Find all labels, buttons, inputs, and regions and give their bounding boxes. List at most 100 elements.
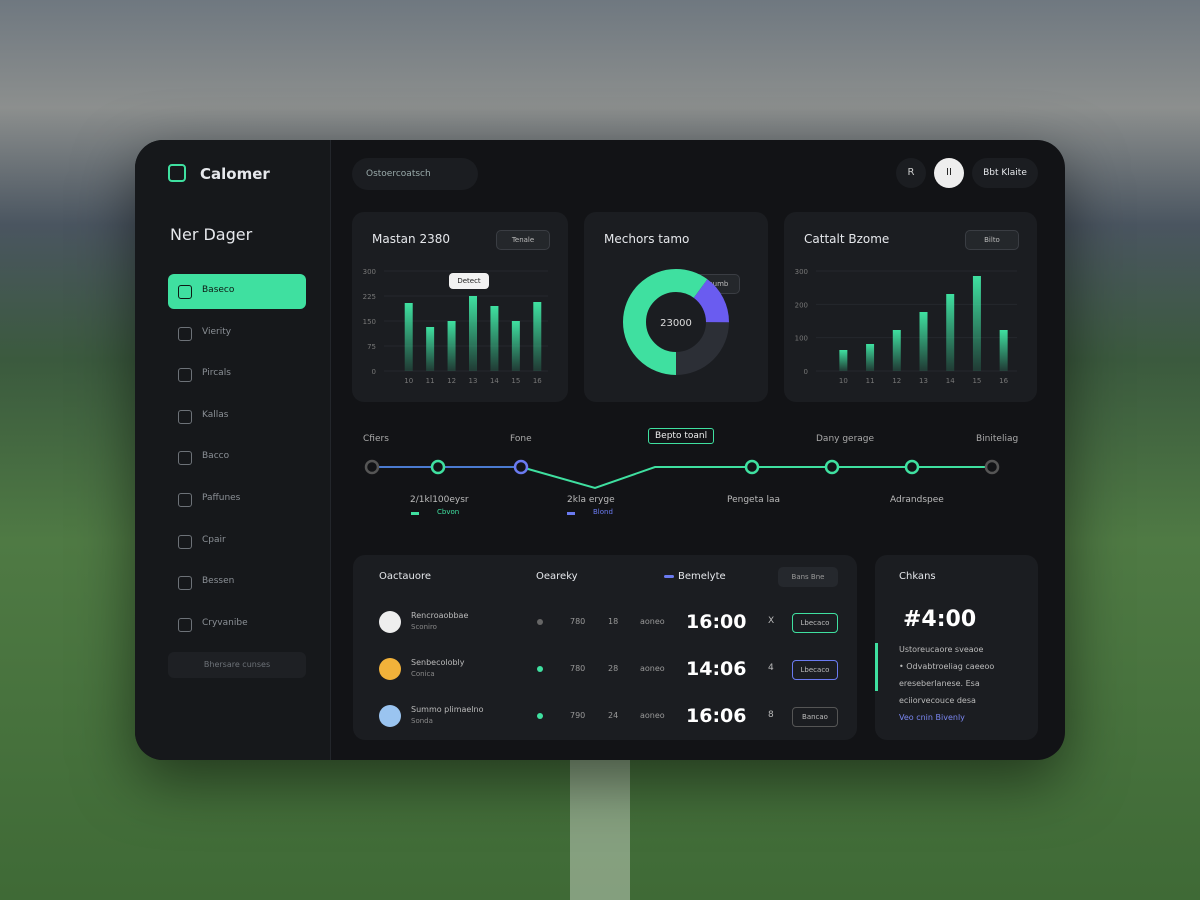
filter-button[interactable]: Bans Bne xyxy=(778,567,838,587)
side-line: Veo cnin Bivenly xyxy=(899,713,965,722)
nav-label: Bacco xyxy=(202,451,230,462)
row-cell: 780 xyxy=(570,617,586,626)
nav-icon xyxy=(178,451,192,466)
table-header: Bemelyte xyxy=(678,571,726,582)
row-cell: 4 xyxy=(768,663,774,673)
nav-item[interactable]: Cryvanibe xyxy=(168,607,306,642)
row-time: 16:06 xyxy=(686,705,747,727)
nav-item[interactable]: Bessen xyxy=(168,565,306,600)
status-dot xyxy=(664,575,674,578)
bar xyxy=(866,344,875,371)
nav-item[interactable]: Bacco xyxy=(168,440,306,475)
x-tick-label: 16 xyxy=(533,377,542,385)
y-tick-label: 200 xyxy=(795,301,808,309)
side-value: #4:00 xyxy=(903,607,977,632)
nav-item[interactable]: Vierity xyxy=(168,316,306,351)
avatar xyxy=(379,658,401,680)
nav-icon xyxy=(178,368,192,383)
bar xyxy=(490,306,499,371)
timeline-legend: Cbvon xyxy=(437,508,460,516)
timeline-label: Biniteliag xyxy=(976,434,1019,444)
nav-label: Kallas xyxy=(202,409,229,420)
nav-item[interactable]: Cpair xyxy=(168,524,306,559)
nav-label: Vierity xyxy=(202,326,232,337)
row-sub: Sonda xyxy=(411,717,433,725)
bar xyxy=(999,330,1008,371)
table-header: Oactauore xyxy=(379,571,432,582)
timeline-note: Adrandspee xyxy=(890,495,944,505)
nav-item[interactable]: Kallas xyxy=(168,399,306,434)
account[interactable]: Bbt Klaite xyxy=(972,158,1038,188)
header-button[interactable]: R xyxy=(896,158,926,188)
timeline-note: Pengeta laa xyxy=(727,495,781,505)
row-name: Rencroaobbae xyxy=(411,611,469,620)
x-tick-label: 10 xyxy=(839,377,848,385)
header-button[interactable]: II xyxy=(934,158,964,188)
timeline-label: Cfiers xyxy=(363,434,389,444)
side-title: Chkans xyxy=(899,571,936,582)
side-line: ereseberlanese. Esa xyxy=(899,679,980,688)
row-cell: 18 xyxy=(608,617,619,626)
nav-item[interactable]: Paffunes xyxy=(168,482,306,517)
side-line: eciiorvecouce desa xyxy=(899,696,976,705)
y-tick-label: 225 xyxy=(363,293,376,301)
x-tick-label: 11 xyxy=(866,377,875,385)
side-line: • Odvabtroeliag caeeoo xyxy=(899,662,995,671)
bar xyxy=(972,276,981,371)
row-status[interactable]: Lbecaco xyxy=(792,660,838,680)
side-line: Ustoreucaore sveaoe xyxy=(899,645,984,654)
card-title: Mastan 2380 xyxy=(372,232,450,246)
chart: 0 75 150 225 300 10 11 12 13 14 15 16 xyxy=(363,268,548,385)
x-tick-label: 15 xyxy=(511,377,520,385)
row-status[interactable]: Bancao xyxy=(792,707,838,727)
card-tag: Tenale xyxy=(496,230,550,250)
table-card: Oactauore Oeareky Bemelyte Bans Bne Rencroao… xyxy=(353,555,857,740)
bar xyxy=(426,327,435,371)
nav-label: Bessen xyxy=(202,576,235,587)
bar xyxy=(469,296,477,371)
row-cell: aoneo xyxy=(640,617,665,626)
bar xyxy=(892,330,901,371)
search[interactable]: Ostoercoatsch xyxy=(352,158,478,190)
card-title: Cattalt Bzome xyxy=(804,232,890,246)
timeline-label: Bepto toanl xyxy=(648,428,715,444)
x-tick-label: 14 xyxy=(946,377,955,385)
row-dot xyxy=(537,666,543,672)
x-tick-label: 16 xyxy=(999,377,1008,385)
sidebar-footer[interactable]: Bhersare cunses xyxy=(168,652,306,678)
pie-slice xyxy=(623,269,729,375)
nav-icon xyxy=(178,576,192,591)
row-status[interactable]: Lbecaco xyxy=(792,613,838,633)
side-card: Chkans #4:00 Ustoreucaore sveaoe • Odvabtro… xyxy=(875,555,1038,740)
nav-item[interactable]: Baseco xyxy=(168,274,306,309)
bar xyxy=(919,312,928,371)
row-cell: 780 xyxy=(570,664,586,673)
nav-icon xyxy=(178,326,192,341)
row-dot xyxy=(537,619,543,625)
row-dot xyxy=(537,713,543,719)
nav-icon xyxy=(178,493,192,507)
nav-item[interactable]: Pircals xyxy=(168,357,306,392)
nav-label: Baseco xyxy=(202,285,235,295)
chart: 23000TamoMeshOpen xyxy=(623,269,729,375)
x-tick-label: 12 xyxy=(447,377,456,385)
row-cell: aoneo xyxy=(640,664,665,673)
card-tag: Bilto xyxy=(965,230,1019,250)
x-tick-label: 13 xyxy=(469,377,478,385)
row-name: Summo plimaelno xyxy=(411,705,484,714)
field-line xyxy=(570,760,630,900)
y-tick-label: 150 xyxy=(363,318,376,326)
brand-icon xyxy=(168,164,186,182)
bar xyxy=(447,321,456,371)
tooltip: Detect xyxy=(449,273,489,289)
x-tick-label: 15 xyxy=(972,377,981,385)
row-time: 14:06 xyxy=(686,658,747,680)
x-tick-label: 13 xyxy=(919,377,928,385)
pie-slice xyxy=(623,269,729,375)
x-tick-label: 11 xyxy=(426,377,435,385)
row-cell: 8 xyxy=(768,710,774,720)
timeline-note: 2/1kl100eysr xyxy=(410,495,469,505)
pie-center: 23000 xyxy=(660,318,692,329)
chart-card: Mechors tamoSoleumb23000TamoMeshOpen xyxy=(584,212,768,402)
row-cell: 28 xyxy=(608,664,619,673)
